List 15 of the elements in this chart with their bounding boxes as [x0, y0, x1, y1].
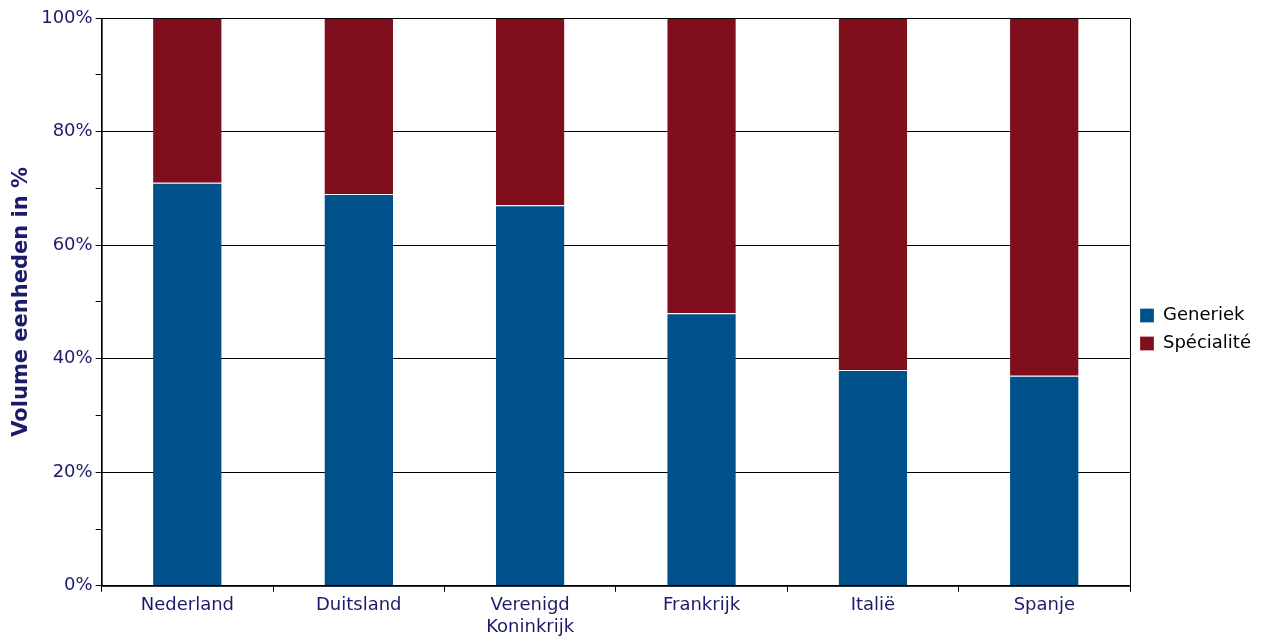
- y-tick-label: 0%: [64, 573, 93, 595]
- x-tick-label: Verenigd Koninkrijk: [486, 593, 575, 636]
- y-tick-label: 60%: [52, 232, 93, 254]
- x-tick-label: Frankrijk: [662, 593, 741, 615]
- x-tick-label: Italië: [850, 593, 896, 615]
- x-tick-label: Nederland: [140, 593, 235, 615]
- y-tick-label: 100%: [41, 5, 93, 27]
- y-tick-label: 20%: [52, 459, 93, 481]
- y-tick-label: 80%: [52, 119, 93, 141]
- legend-label: Spécialité: [1163, 331, 1252, 353]
- x-tick-label: Duitsland: [315, 593, 402, 615]
- legend-label: Generiek: [1163, 303, 1245, 325]
- x-tick-label: Spanje: [1013, 593, 1075, 615]
- y-tick-label: 40%: [52, 346, 93, 368]
- y-axis-title: Volume eenheden in %: [8, 167, 33, 437]
